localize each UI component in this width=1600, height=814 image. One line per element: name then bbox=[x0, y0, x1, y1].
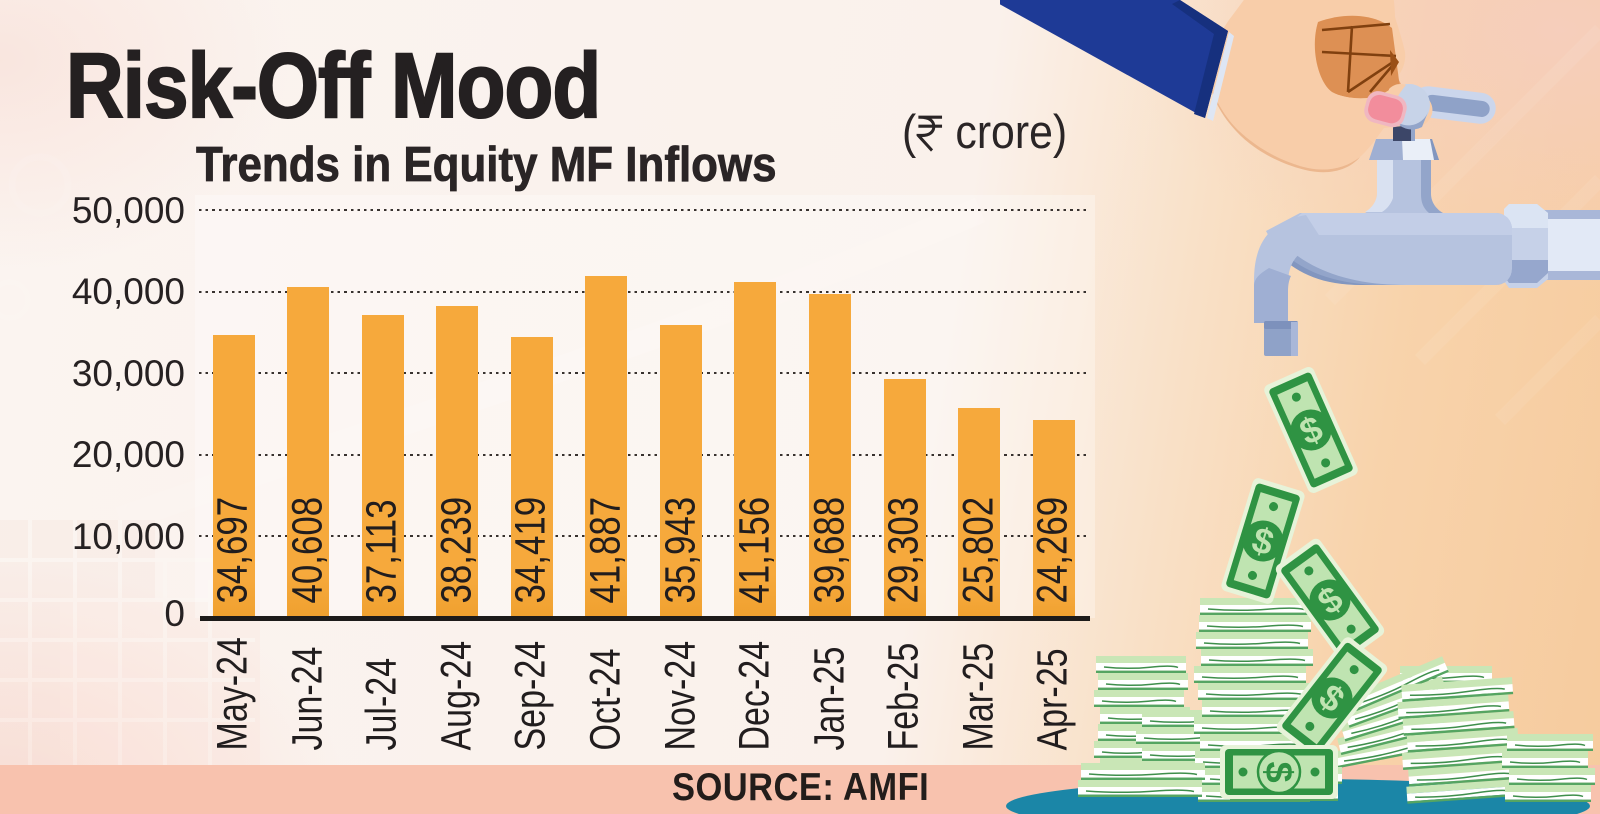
svg-text:$: $ bbox=[1257, 761, 1299, 782]
